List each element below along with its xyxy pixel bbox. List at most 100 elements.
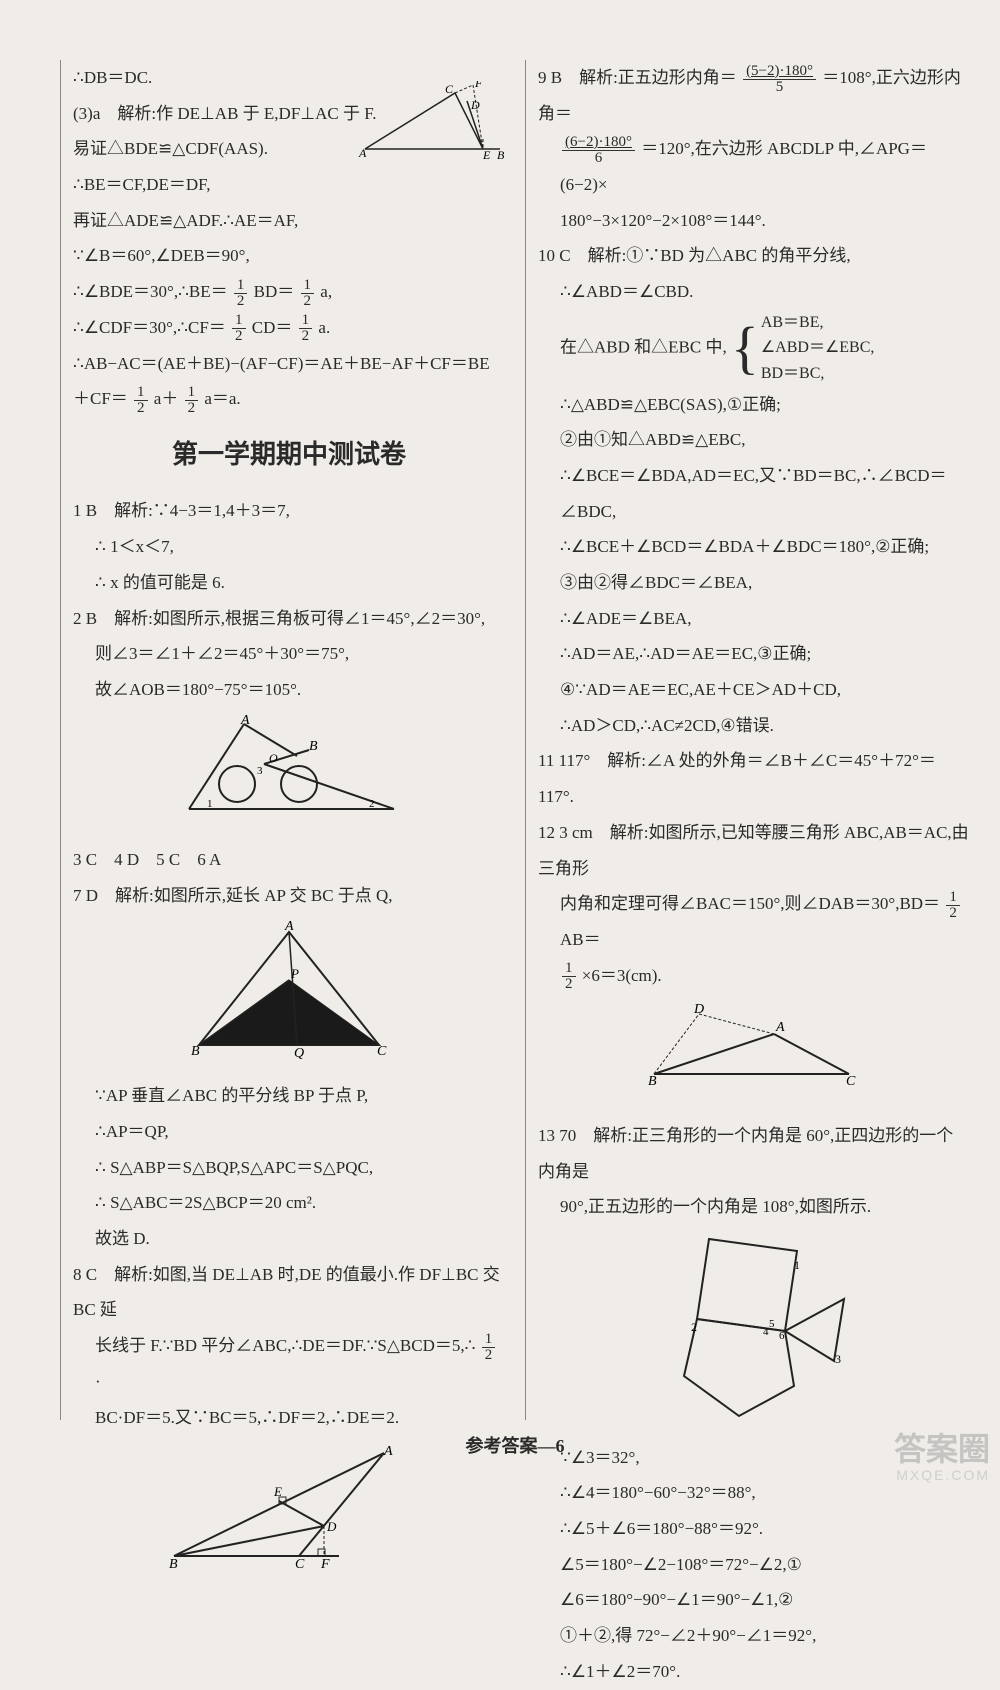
svg-text:5: 5 bbox=[769, 1318, 775, 1330]
text-line: ∴∠ADE＝∠BEA, bbox=[538, 601, 970, 637]
text: a＋ bbox=[154, 389, 179, 408]
svg-text:A: A bbox=[284, 920, 294, 934]
text: a, bbox=[320, 282, 332, 301]
text-line: 1 B 解析:∵4−3＝1,4＋3＝7, bbox=[73, 493, 505, 529]
text-line: ∵AP 垂直∠ABC 的平分线 BP 于点 P, bbox=[73, 1078, 505, 1114]
text-line: ∴ S△ABC＝2S△BCP＝20 cm². bbox=[73, 1185, 505, 1221]
text-line: ∴AD＝AE,∴AD＝AE＝EC,③正确; bbox=[538, 636, 970, 672]
text-line: ③由②得∠BDC＝∠BEA, bbox=[538, 565, 970, 601]
svg-text:D: D bbox=[470, 98, 480, 112]
text: 9 B 解析:正五边形内角＝ bbox=[538, 68, 737, 87]
fraction-half: 12 bbox=[185, 385, 199, 416]
text-line: ∴ x 的值可能是 6. bbox=[73, 565, 505, 601]
text-line: 180°−3×120°−2×108°＝144°. bbox=[538, 203, 970, 239]
fraction-half: 12 bbox=[946, 890, 960, 921]
text-line: ④∵AD＝AE＝EC,AE＋CE＞AD＋CD, bbox=[538, 672, 970, 708]
watermark: 答案圈 MXQE.COM bbox=[894, 1432, 990, 1483]
text: 内角和定理可得∠BAC＝150°,则∠DAB＝30°,BD＝ bbox=[560, 894, 940, 913]
section-title: 第一学期期中测试卷 bbox=[73, 427, 505, 482]
text: 在△ABD 和△EBC 中, bbox=[560, 337, 727, 356]
svg-text:2: 2 bbox=[369, 798, 375, 810]
svg-text:C: C bbox=[295, 1557, 305, 1571]
text-line: 9 B 解析:正五边形内角＝ (5−2)·180°5 ＝108°,正六边形内角＝ bbox=[538, 60, 970, 131]
svg-text:E: E bbox=[273, 1484, 282, 1499]
svg-text:B: B bbox=[191, 1044, 200, 1059]
text-line: 内角和定理可得∠BAC＝150°,则∠DAB＝30°,BD＝ 12 AB＝ bbox=[538, 886, 970, 957]
text-line: ∴∠BCE＋∠BCD＝∠BDA＋∠BDC＝180°,②正确; bbox=[538, 529, 970, 565]
diagram-polygons: 1 2 3 5 6 4 bbox=[538, 1231, 970, 1434]
text-line: 90°,正五边形的一个内角是 108°,如图所示. bbox=[538, 1189, 970, 1225]
svg-text:E: E bbox=[482, 148, 491, 161]
svg-text:6: 6 bbox=[779, 1330, 785, 1342]
text-line: ∴AD＞CD,∴AC≠2CD,④错误. bbox=[538, 708, 970, 744]
text-line: 12 ×6＝3(cm). bbox=[538, 958, 970, 994]
text-line: 10 C 解析:①∵BD 为△ABC 的角平分线, bbox=[538, 238, 970, 274]
text: ×6＝3(cm). bbox=[582, 966, 662, 985]
text-line: ∴AB−AC＝(AE＋BE)−(AF−CF)＝AE＋BE−AF＋CF＝BE bbox=[73, 346, 505, 382]
fraction-half: 12 bbox=[301, 278, 315, 309]
text-line: ∴∠BDE＝30°,∴BE＝ 12 BD＝ 12 a, bbox=[73, 274, 505, 310]
svg-text:1: 1 bbox=[794, 1258, 800, 1272]
text-line: ∴∠CDF＝30°,∴CF＝ 12 CD＝ 12 a. bbox=[73, 310, 505, 346]
fraction-pentagon: (5−2)·180°5 bbox=[743, 64, 816, 95]
text-line: ∴△ABD≌△EBC(SAS),①正确; bbox=[538, 387, 970, 423]
text-line: 长线于 F.∵BD 平分∠ABC,∴DE＝DF.∵S△BCD＝5,∴ 12 · bbox=[73, 1328, 505, 1399]
text-line: 11 117° 解析:∠A 处的外角＝∠B＋∠C＝45°＋72°＝117°. bbox=[538, 743, 970, 814]
text-line: 3 C 4 D 5 C 6 A bbox=[73, 842, 505, 878]
fraction-half: 12 bbox=[134, 385, 148, 416]
text: AB＝BE, bbox=[761, 314, 824, 331]
right-column: 9 B 解析:正五边形内角＝ (5−2)·180°5 ＝108°,正六边形内角＝… bbox=[525, 60, 970, 1420]
diagram-triangle-bcd: B C F A E D bbox=[73, 1441, 505, 1584]
svg-text:2: 2 bbox=[691, 1320, 697, 1334]
svg-text:F: F bbox=[474, 81, 483, 90]
svg-text:C: C bbox=[377, 1044, 387, 1059]
svg-text:3: 3 bbox=[835, 1352, 841, 1366]
two-column-layout: ∴DB＝DC. (3)a 解析:作 DE⊥AB 于 E,DF⊥AC 于 F. A… bbox=[60, 60, 970, 1420]
text-line: ＋CF＝ 12 a＋ 12 a＝a. bbox=[73, 381, 505, 417]
text: a＝a. bbox=[204, 389, 240, 408]
svg-text:A: A bbox=[240, 714, 250, 728]
text-line: ②由①知△ABD≌△EBC, bbox=[538, 422, 970, 458]
svg-text:D: D bbox=[693, 1002, 704, 1017]
text: CD＝ bbox=[252, 318, 293, 337]
text-line: ∴∠BCE＝∠BDA,AD＝EC,又∵BD＝BC,∴∠BCD＝∠BDC, bbox=[538, 458, 970, 529]
svg-text:3: 3 bbox=[257, 765, 263, 777]
text-line: ∠6＝180°−90°−∠1＝90°−∠1,② bbox=[538, 1582, 970, 1618]
svg-text:B: B bbox=[309, 739, 318, 754]
brace-system: { AB＝BE, ∠ABD＝∠EBC, BD＝BC, bbox=[731, 310, 874, 387]
text-line: 13 70 解析:正三角形的一个内角是 60°,正四边形的一个内角是 bbox=[538, 1118, 970, 1189]
watermark-logo: 答案圈 bbox=[894, 1432, 990, 1467]
fraction-half: 12 bbox=[562, 961, 576, 992]
text-line: 则∠3＝∠1＋∠2＝45°＋30°＝75°, bbox=[73, 636, 505, 672]
fraction-hexagon: (6−2)·180°6 bbox=[562, 135, 635, 166]
svg-text:B: B bbox=[169, 1557, 178, 1571]
left-column: ∴DB＝DC. (3)a 解析:作 DE⊥AB 于 E,DF⊥AC 于 F. A… bbox=[60, 60, 505, 1420]
text-line: 12 3 cm 解析:如图所示,已知等腰三角形 ABC,AB＝AC,由三角形 bbox=[538, 815, 970, 886]
text-line: ①＋②,得 72°−∠2＋90°−∠1＝92°, bbox=[538, 1618, 970, 1654]
svg-text:C: C bbox=[846, 1074, 856, 1089]
text-line: BC·DF＝5.又∵BC＝5,∴DF＝2,∴DE＝2. bbox=[73, 1400, 505, 1436]
text: ∴∠CDF＝30°,∴CF＝ bbox=[73, 318, 226, 337]
text-line: 故∠AOB＝180°−75°＝105°. bbox=[73, 672, 505, 708]
svg-text:1: 1 bbox=[207, 798, 213, 810]
svg-text:B: B bbox=[497, 148, 505, 161]
text-line: 8 C 解析:如图,当 DE⊥AB 时,DE 的值最小.作 DF⊥BC 交 BC… bbox=[73, 1257, 505, 1328]
watermark-site: MXQE.COM bbox=[894, 1468, 990, 1483]
text-line: 故选 D. bbox=[73, 1221, 505, 1257]
text: a. bbox=[318, 318, 330, 337]
text: BD＝ bbox=[254, 282, 295, 301]
svg-text:A: A bbox=[775, 1020, 785, 1035]
text-line: 再证△ADE≌△ADF.∴AE＝AF, bbox=[73, 203, 505, 239]
svg-text:O: O bbox=[269, 751, 278, 765]
diagram-triangle-apq: A P B Q C bbox=[73, 920, 505, 1073]
fraction-half: 12 bbox=[482, 1332, 496, 1363]
diagram-isoceles-dab: B C A D bbox=[538, 999, 970, 1102]
text-line: (6−2)·180°6 ＝120°,在六边形 ABCDLP 中,∠APG＝(6−… bbox=[538, 131, 970, 202]
text-line: ∠5＝180°−∠2−108°＝72°−∠2,① bbox=[538, 1547, 970, 1583]
svg-text:Q: Q bbox=[294, 1046, 304, 1060]
text: 长线于 F.∵BD 平分∠ABC,∴DE＝DF.∵S△BCD＝5,∴ bbox=[95, 1336, 475, 1355]
text: ∴∠BDE＝30°,∴BE＝ bbox=[73, 282, 228, 301]
svg-text:C: C bbox=[445, 82, 454, 96]
fraction-half: 12 bbox=[299, 313, 313, 344]
text: ＋CF＝ bbox=[73, 389, 128, 408]
